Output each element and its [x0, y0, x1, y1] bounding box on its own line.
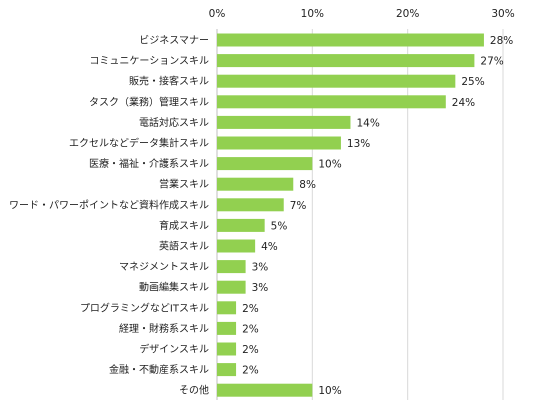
x-tick-label: 30% [491, 8, 514, 20]
category-label: プログラミングなどITスキル [80, 301, 209, 314]
bar [217, 54, 475, 68]
data-label: 7% [290, 200, 307, 212]
bar [217, 321, 237, 335]
category-label: 動画編集スキル [139, 281, 209, 294]
category-label: 電話対応スキル [139, 116, 209, 129]
category-label: デザインスキル [139, 343, 209, 356]
bar [217, 218, 265, 232]
x-tick-label: 0% [209, 8, 226, 20]
data-label-layer: 28%27%25%24%14%13%10%8%7%5%4%3%3%2%2%2%2… [242, 35, 513, 397]
data-label: 8% [299, 179, 316, 191]
data-label: 3% [252, 282, 269, 294]
category-label: ビジネスマナー [139, 35, 209, 47]
data-label: 25% [461, 76, 484, 88]
grid-layer [216, 29, 504, 400]
data-label: 2% [242, 344, 259, 356]
bar [217, 260, 246, 274]
bar [217, 157, 313, 171]
x-tick-label: 10% [301, 8, 324, 20]
category-label: 育成スキル [159, 219, 209, 232]
data-label: 2% [242, 365, 259, 377]
category-label: 経理・財務系スキル [119, 322, 209, 335]
data-label: 14% [356, 117, 379, 129]
data-label: 2% [242, 303, 259, 315]
category-label: エクセルなどデータ集計スキル [69, 137, 209, 150]
category-label: 英語スキル [159, 240, 209, 253]
category-label: コミュニケーションスキル [89, 55, 209, 67]
category-label: その他 [179, 384, 209, 397]
category-label: 医療・福祉・介護系スキル [89, 157, 209, 170]
bar [217, 239, 256, 253]
bar [217, 363, 237, 377]
bar [217, 342, 237, 356]
bar [217, 115, 351, 129]
data-label: 24% [452, 97, 475, 109]
data-label: 10% [318, 385, 341, 397]
category-label: マネジメントスキル [119, 261, 209, 273]
data-label: 13% [347, 138, 370, 150]
data-label: 5% [271, 220, 288, 232]
category-label: ワード・パワーポイントなど資料作成スキル [9, 198, 209, 211]
bar [217, 198, 284, 212]
category-label-layer: ビジネスマナーコミュニケーションスキル販売・接客スキルタスク（業務）管理スキル電… [9, 35, 209, 397]
bar [217, 383, 313, 397]
data-label: 28% [490, 35, 513, 47]
data-label: 3% [252, 262, 269, 274]
tick-label-layer: 0% 10% 20% 30% [209, 8, 515, 20]
bar [217, 136, 341, 150]
bar [217, 33, 484, 47]
data-label: 2% [242, 323, 259, 335]
x-tick-label: 20% [396, 8, 419, 20]
category-label: 販売・接客スキル [129, 75, 209, 88]
bar [217, 95, 446, 109]
category-label: 営業スキル [159, 178, 209, 191]
category-label: 金融・不動産系スキル [109, 363, 209, 376]
bar-layer [217, 33, 484, 397]
data-label: 4% [261, 241, 278, 253]
bar [217, 280, 246, 294]
bar [217, 177, 294, 191]
bar [217, 301, 237, 315]
category-label: タスク（業務）管理スキル [89, 95, 209, 108]
data-label: 10% [318, 159, 341, 171]
bar [217, 74, 456, 88]
data-label: 27% [480, 56, 503, 68]
